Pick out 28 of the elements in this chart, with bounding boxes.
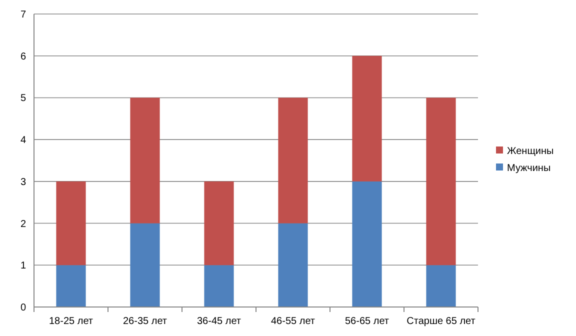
x-tick-label: 18-25 лет [49, 316, 94, 327]
bar [130, 223, 160, 307]
bar [278, 223, 308, 307]
bar [352, 56, 382, 182]
bar [130, 98, 160, 224]
bar [426, 265, 456, 307]
bar [426, 98, 456, 266]
bar [352, 181, 382, 307]
y-tick-label: 7 [20, 10, 26, 20]
legend-label: Мужчины [507, 163, 551, 174]
bar [56, 265, 86, 307]
y-tick-label: 0 [20, 302, 26, 314]
bar [56, 181, 86, 266]
x-tick-label: 26-35 лет [123, 316, 168, 327]
bar [278, 98, 308, 224]
y-tick-label: 5 [20, 93, 26, 104]
y-tick-label: 1 [20, 260, 26, 272]
bar [204, 181, 234, 266]
x-tick-label: 56-65 лет [345, 316, 390, 327]
y-tick-label: 6 [20, 51, 26, 62]
x-tick-label: 46-55 лет [271, 316, 316, 327]
y-tick-label: 4 [20, 135, 26, 146]
bar [204, 265, 234, 307]
x-tick-label: Старше 65 лет [406, 316, 476, 327]
x-tick-label: 36-45 лет [197, 316, 242, 327]
legend-label: Женщины [507, 146, 554, 157]
y-tick-label: 3 [20, 176, 26, 188]
y-tick-label: 2 [20, 218, 26, 230]
